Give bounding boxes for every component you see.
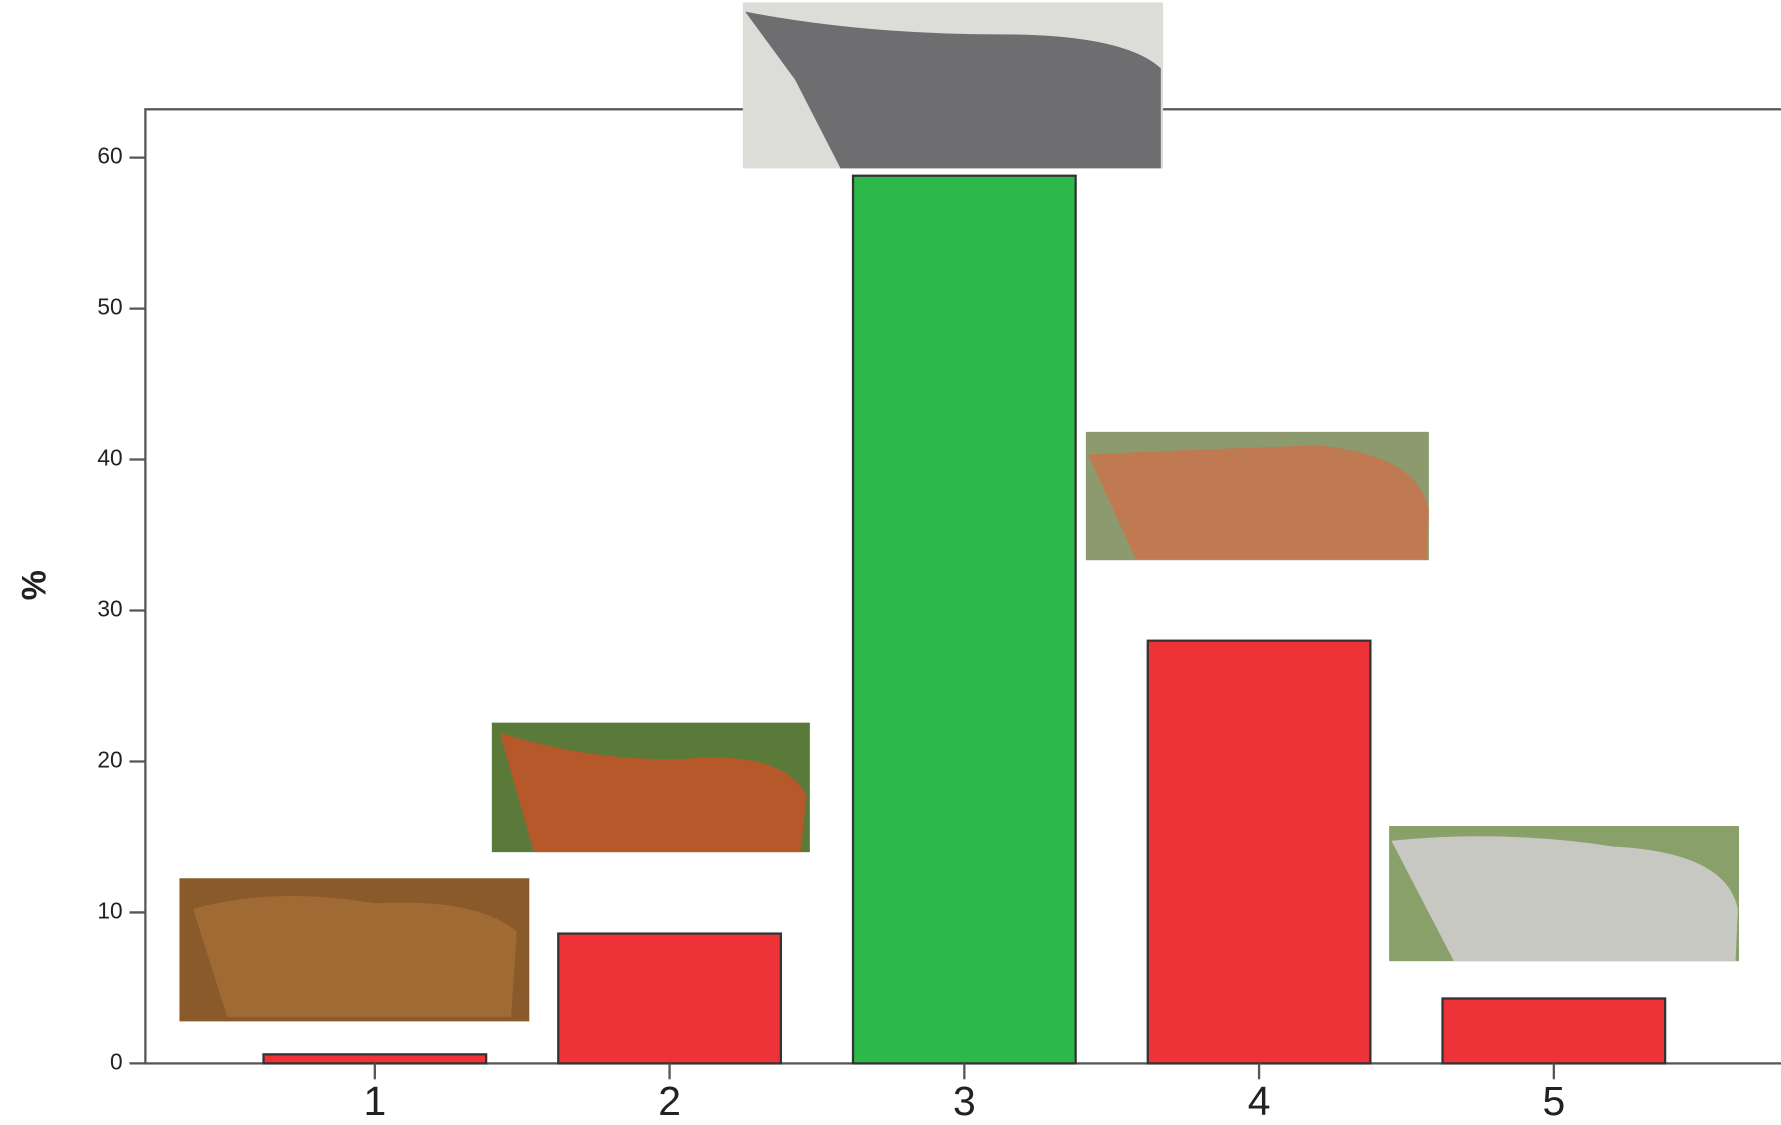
bar (851, 174, 1077, 1065)
y-tick-label: 10 (97, 897, 122, 923)
bar (262, 1053, 488, 1065)
bar (1146, 639, 1372, 1065)
y-tick-label: 30 (97, 596, 122, 622)
horse-shape (499, 732, 807, 853)
y-tick-label: 0 (110, 1048, 123, 1074)
bar (1441, 997, 1667, 1065)
y-tick-label: 20 (97, 746, 122, 772)
x-tick-label: 2 (658, 1078, 681, 1124)
x-tick-label: 4 (1248, 1078, 1271, 1124)
x-tick-label: 1 (363, 1078, 386, 1124)
photos (179, 2, 1739, 1022)
horse-shape (1088, 445, 1429, 560)
bar (557, 932, 783, 1065)
horse-shape (193, 895, 517, 1017)
x-tick-label: 5 (1542, 1078, 1565, 1124)
y-tick-label: 60 (97, 143, 122, 169)
horse-shape (1391, 836, 1738, 962)
horse-shape (745, 11, 1161, 169)
y-tick-label: 50 (97, 294, 122, 320)
x-tick-label: 3 (953, 1078, 976, 1124)
y-tick-label: 40 (97, 445, 122, 471)
y-axis-label: % (15, 570, 53, 600)
